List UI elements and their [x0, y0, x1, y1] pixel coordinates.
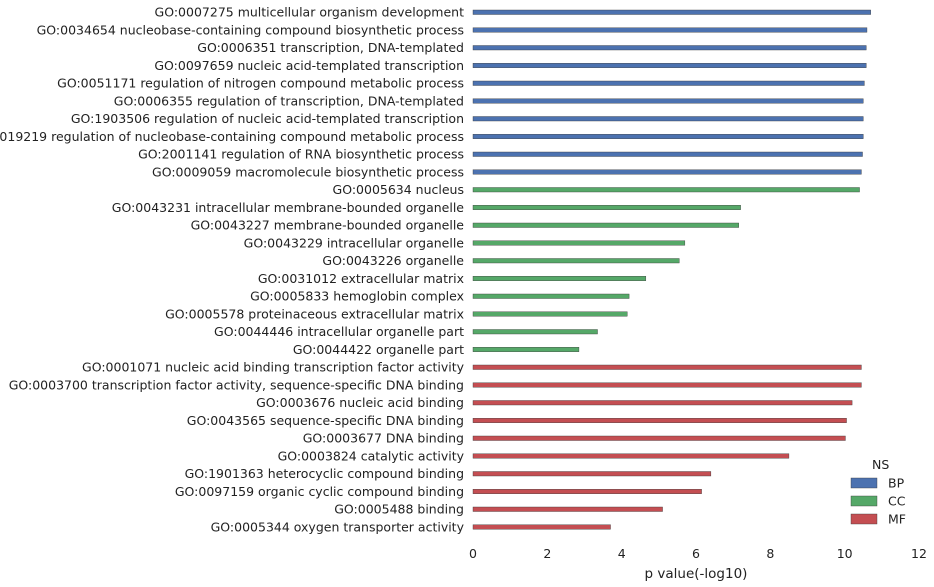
bar-bp: [472, 169, 862, 175]
category-label: GO:0005344 oxygen transporter activity: [211, 519, 465, 534]
bar-cc: [472, 293, 630, 299]
bar-bp: [472, 134, 864, 139]
x-tick-label: 12: [911, 546, 927, 561]
bar-mf: [472, 524, 611, 530]
bar-bp: [472, 98, 864, 104]
bars-group: [472, 9, 871, 530]
legend-label-bp: BP: [888, 475, 905, 490]
category-label: GO:0006355 regulation of transcription, …: [114, 93, 464, 108]
legend-swatch-mf: [850, 513, 878, 525]
legend: NS BP CC MF: [850, 457, 906, 526]
category-label: GO:0005578 proteinaceous extracellular m…: [165, 306, 464, 321]
category-label: GO:0043226 organelle: [322, 253, 464, 268]
x-axis-title: p value(-log10): [645, 566, 748, 582]
category-label: GO:2001141 regulation of RNA biosyntheti…: [138, 147, 464, 162]
category-label: GO:1901363 heterocyclic compound binding: [185, 466, 464, 481]
category-label: GO:0003824 catalytic activity: [278, 448, 465, 463]
category-label: GO:0007275 multicellular organism develo…: [155, 5, 465, 20]
bar-bp: [472, 116, 864, 122]
category-label: GO:0005634 nucleus: [333, 182, 464, 197]
bar-bp: [472, 151, 863, 157]
bar-cc: [472, 258, 680, 264]
category-label: GO:0031012 extracellular matrix: [258, 271, 464, 286]
bar-mf: [472, 435, 846, 441]
bar-bp: [472, 9, 871, 15]
bar-mf: [472, 471, 712, 477]
bar-mf: [472, 453, 790, 459]
bar-mf: [472, 382, 862, 388]
bar-cc: [472, 311, 628, 317]
x-tick-label: 10: [837, 546, 853, 561]
legend-label-mf: MF: [888, 511, 906, 526]
category-label: GO:1903506 regulation of nucleic acid-te…: [71, 111, 464, 126]
bar-bp: [472, 80, 865, 86]
x-tick-label: 0: [469, 546, 477, 561]
category-label: GO:0044446 intracellular organelle part: [214, 324, 464, 339]
bar-mf: [472, 400, 853, 406]
bar-cc: [472, 240, 686, 246]
bar-cc: [472, 329, 598, 335]
legend-swatch-cc: [850, 495, 878, 507]
category-label: GO:0005833 hemoglobin complex: [250, 289, 464, 304]
x-axis-ticks-group: 0 2 4 6 8 10 12: [469, 546, 927, 561]
category-label: GO:0003677 DNA binding: [303, 431, 464, 446]
category-label: GO:0001071 nucleic acid binding transcri…: [82, 360, 465, 375]
category-label: GO:0003700 transcription factor activity…: [9, 377, 464, 392]
category-label: GO:0097159 organic cyclic compound bindi…: [175, 484, 464, 499]
x-tick-label: 6: [692, 546, 700, 561]
bar-mf: [472, 418, 847, 423]
bar-cc: [472, 276, 647, 281]
bar-bp: [472, 27, 868, 33]
bar-cc: [472, 347, 580, 352]
category-label: GO:0019219 regulation of nucleobase-cont…: [0, 129, 464, 144]
legend-label-cc: CC: [888, 493, 906, 508]
legend-title: NS: [872, 457, 889, 472]
bar-mf: [472, 489, 702, 494]
x-tick-label: 4: [618, 546, 626, 561]
category-label: GO:0044422 organelle part: [293, 342, 464, 357]
category-label: GO:0043565 sequence-specific DNA binding: [187, 413, 464, 428]
bar-cc: [472, 187, 860, 193]
legend-swatch-bp: [850, 477, 878, 489]
category-label: GO:0043231 intracellular membrane-bounde…: [112, 200, 465, 215]
category-labels-group: GO:0007275 multicellular organism develo…: [0, 5, 465, 535]
category-label: GO:0043227 membrane-bounded organelle: [191, 218, 465, 233]
category-label: GO:0006351 transcription, DNA-templated: [197, 40, 464, 55]
bar-bp: [472, 45, 867, 51]
category-label: GO:0051171 regulation of nitrogen compou…: [57, 76, 464, 91]
bar-mf: [472, 506, 663, 512]
category-label: GO:0043229 intracellular organelle: [244, 235, 465, 250]
category-label: GO:0003676 nucleic acid binding: [256, 395, 464, 410]
bar-bp: [472, 63, 867, 68]
category-label: GO:0009059 macromolecule biosynthetic pr…: [152, 164, 464, 179]
category-label: GO:0005488 binding: [334, 502, 464, 517]
category-label: GO:0097659 nucleic acid-templated transc…: [154, 58, 464, 73]
x-tick-label: 8: [766, 546, 774, 561]
bar-cc: [472, 205, 741, 210]
bar-mf: [472, 364, 862, 370]
bar-cc: [472, 222, 739, 228]
category-label: GO:0034654 nucleobase-containing compoun…: [37, 22, 464, 37]
x-tick-label: 2: [543, 546, 551, 561]
